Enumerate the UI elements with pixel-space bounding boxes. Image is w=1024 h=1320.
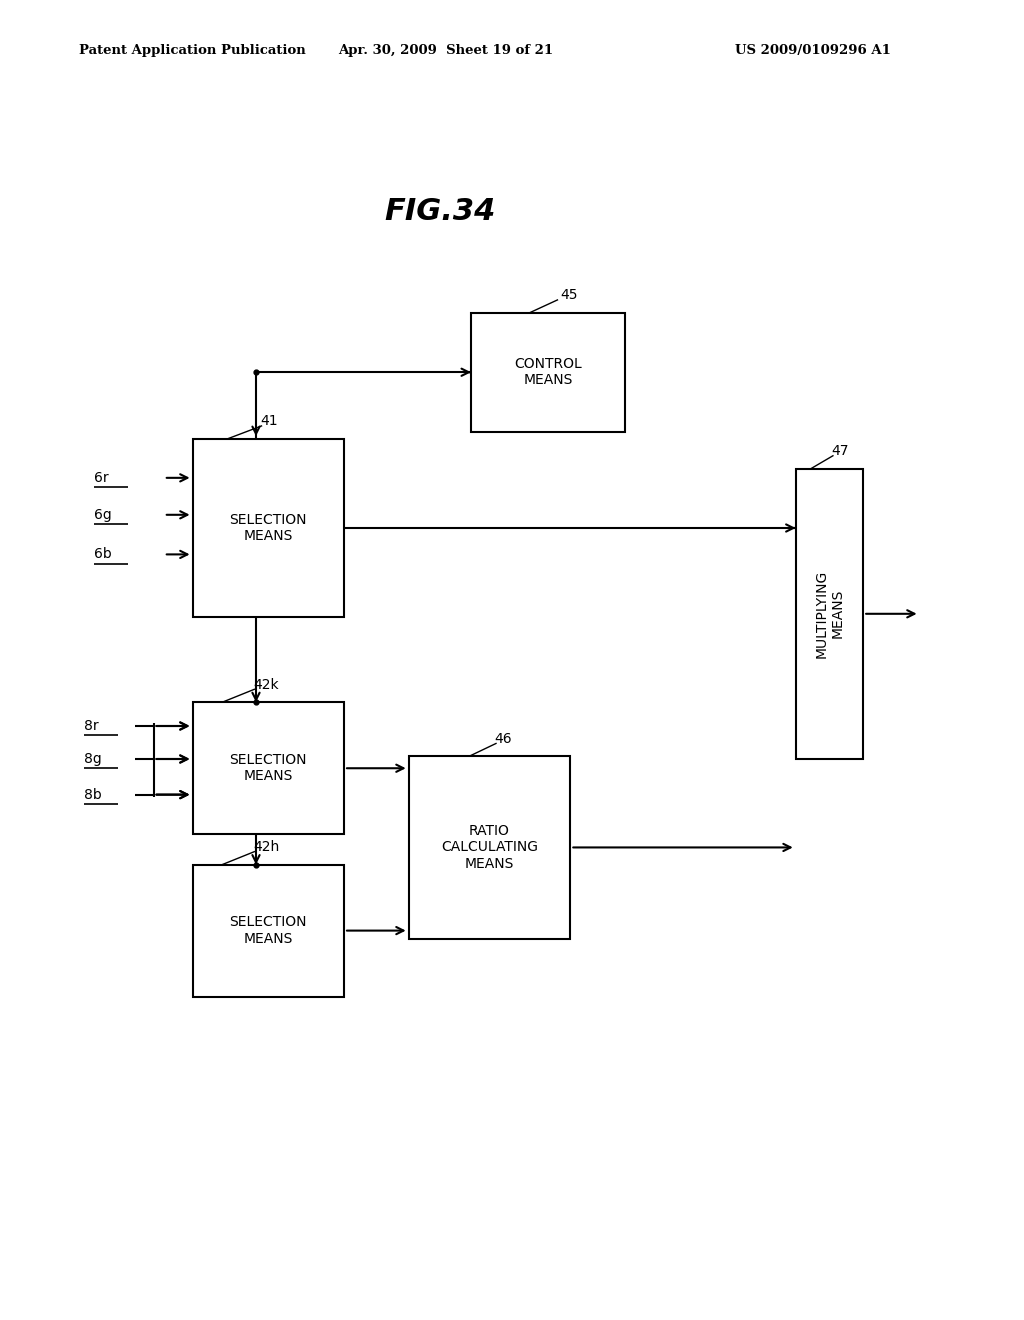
Text: FIG.34: FIG.34 — [385, 197, 496, 226]
Text: 45: 45 — [560, 288, 578, 302]
Text: Apr. 30, 2009  Sheet 19 of 21: Apr. 30, 2009 Sheet 19 of 21 — [338, 44, 553, 57]
Text: RATIO
CALCULATING
MEANS: RATIO CALCULATING MEANS — [441, 824, 538, 871]
FancyBboxPatch shape — [193, 438, 344, 618]
Text: SELECTION
MEANS: SELECTION MEANS — [229, 513, 307, 543]
Text: MULTIPLYING
MEANS: MULTIPLYING MEANS — [814, 570, 845, 657]
Text: 42h: 42h — [253, 840, 280, 854]
Text: 6r: 6r — [94, 471, 109, 484]
Text: 47: 47 — [831, 444, 849, 458]
FancyBboxPatch shape — [409, 756, 570, 939]
FancyBboxPatch shape — [193, 702, 344, 834]
Text: SELECTION
MEANS: SELECTION MEANS — [229, 754, 307, 783]
Text: 6g: 6g — [94, 508, 112, 521]
Text: 46: 46 — [495, 731, 512, 746]
Text: 6b: 6b — [94, 548, 112, 561]
Text: US 2009/0109296 A1: US 2009/0109296 A1 — [735, 44, 891, 57]
Text: Patent Application Publication: Patent Application Publication — [79, 44, 305, 57]
FancyBboxPatch shape — [471, 313, 625, 432]
Text: 41: 41 — [260, 414, 278, 428]
Text: CONTROL
MEANS: CONTROL MEANS — [514, 358, 582, 387]
Text: 8g: 8g — [84, 752, 101, 766]
FancyBboxPatch shape — [796, 469, 863, 759]
Text: SELECTION
MEANS: SELECTION MEANS — [229, 916, 307, 945]
Text: 8r: 8r — [84, 719, 98, 733]
Text: 42k: 42k — [253, 677, 279, 692]
Text: 8b: 8b — [84, 788, 101, 801]
FancyBboxPatch shape — [193, 865, 344, 997]
